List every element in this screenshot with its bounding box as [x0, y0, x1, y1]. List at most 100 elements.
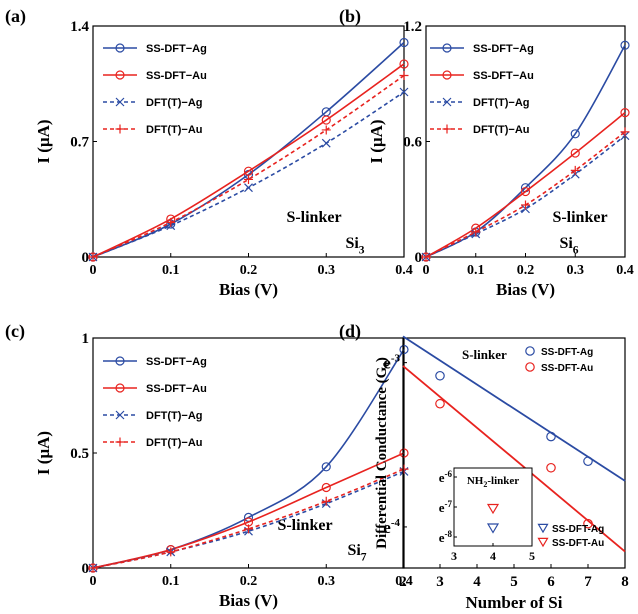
data-point — [321, 125, 331, 135]
panel-label: (a) — [5, 6, 26, 27]
y-tick-base: e — [383, 518, 391, 537]
y-tick-label: 1.2 — [403, 19, 422, 35]
data-point — [399, 87, 409, 97]
y-tick-label: 0.6 — [403, 135, 422, 151]
data-point — [399, 464, 409, 474]
x-tick-label: 0.1 — [162, 574, 180, 589]
inset-y-tick-label: e-7 — [439, 499, 453, 515]
x-tick-label: 0 — [423, 263, 430, 278]
legend-marker — [115, 437, 125, 447]
inset-title-subscript: 2 — [483, 480, 487, 489]
legend-label: SS-DFT−Au — [146, 70, 207, 82]
inset-y-tick-label: e-6 — [439, 469, 453, 485]
y-tick-label: e-3 — [383, 353, 400, 373]
series-line — [425, 131, 626, 258]
series-line — [92, 63, 405, 258]
linker-annotation: S-linker — [462, 347, 507, 362]
y-axis-label: I (μA) — [34, 119, 53, 163]
legend-label: SS-DFT−Ag — [146, 43, 207, 55]
inset-legend-label: SS-DFT-Au — [552, 538, 604, 549]
series-line — [92, 452, 405, 569]
x-tick-label: 0.4 — [395, 574, 413, 589]
x-tick-label: 4 — [473, 574, 481, 590]
inset-x-tick-label: 4 — [490, 549, 496, 563]
y-tick-label: 1.4 — [70, 19, 89, 35]
data-point — [399, 448, 409, 458]
inset-data-point — [486, 503, 500, 515]
data-point — [321, 482, 331, 493]
inset-y-tick-exponent: -6 — [445, 469, 453, 479]
data-point — [435, 370, 445, 381]
cluster-label: Si3 — [345, 235, 364, 257]
inset-title-rest: -linker — [487, 475, 519, 487]
data-point — [435, 398, 445, 409]
series-line — [92, 349, 405, 569]
y-tick-label: 0 — [82, 561, 90, 577]
data-point — [620, 40, 630, 50]
x-tick-label: 2 — [399, 574, 407, 590]
cluster-label: Si7 — [347, 542, 366, 564]
legend-marker — [442, 97, 452, 107]
x-tick-label: 0.2 — [240, 263, 258, 278]
data-point — [570, 129, 580, 139]
legend-marker — [115, 43, 125, 53]
y-tick-label: 0 — [82, 250, 90, 266]
x-tick-label: 3 — [436, 574, 444, 590]
legend-label: SS-DFT−Au — [473, 70, 534, 82]
linker-annotation: S-linker — [277, 517, 332, 534]
legend-label: SS-DFT-Ag — [541, 347, 593, 358]
legend-marker — [115, 383, 125, 393]
y-tick-exponent: -3 — [391, 353, 401, 365]
data-point — [521, 200, 530, 210]
data-point — [399, 59, 409, 69]
inset-y-tick-label: e-8 — [439, 529, 453, 545]
x-tick-label: 5 — [510, 574, 518, 590]
inset-x-tick-label: 3 — [451, 549, 457, 563]
panel-label: (b) — [339, 6, 361, 27]
x-tick-label: 0.2 — [517, 263, 535, 278]
data-point — [321, 496, 331, 506]
inset-y-tick-exponent: -7 — [445, 499, 453, 509]
data-point — [321, 138, 331, 148]
legend-marker — [115, 70, 125, 80]
cluster-label-subscript: 7 — [361, 552, 367, 564]
data-point — [520, 186, 531, 197]
legend-marker — [442, 124, 452, 134]
linker-annotation: S-linker — [552, 209, 607, 226]
x-tick-label: 7 — [584, 574, 592, 590]
legend-label: DFT(T)−Au — [146, 124, 203, 136]
inset-title: NH2-linker — [467, 475, 519, 489]
data-point — [244, 183, 253, 193]
y-tick-label: 1 — [82, 331, 90, 347]
legend-marker — [525, 362, 535, 372]
inset-title-base: NH — [467, 475, 484, 487]
series-line — [92, 468, 405, 569]
data-point — [244, 524, 253, 534]
series-line — [92, 41, 405, 258]
data-point — [321, 115, 331, 125]
cluster-label-subscript: 3 — [359, 245, 365, 257]
data-point — [471, 227, 481, 237]
y-tick-base: e — [383, 354, 391, 373]
panel-a: 0 0.1 0.2 0.3 0.4 0 0.7 1.4 Bias (V) I (μA) (a) S-l… — [5, 6, 413, 299]
x-tick-label: 0.3 — [318, 263, 336, 278]
legend-marker — [115, 97, 125, 107]
legend-label: DFT(T)−Ag — [146, 410, 203, 422]
legend-marker — [442, 43, 452, 53]
x-tick-label: 0.4 — [395, 263, 413, 278]
x-tick-label: 0.4 — [616, 263, 634, 278]
y-tick-label: 0.5 — [70, 446, 89, 462]
y-tick-label: 0 — [415, 250, 423, 266]
x-axis-label: Bias (V) — [219, 280, 278, 299]
panel-label: (c) — [5, 321, 25, 342]
inset-y-tick-base: e — [439, 500, 445, 515]
legend-label: DFT(T)−Au — [146, 437, 203, 449]
data-point — [620, 108, 630, 118]
y-tick-exponent: -4 — [391, 517, 401, 529]
legend-marker — [115, 124, 125, 134]
data-point — [620, 127, 630, 137]
inset-legend-label: SS-DFT-Ag — [552, 524, 604, 535]
cluster-label: Si6 — [559, 235, 578, 257]
data-point — [570, 148, 580, 158]
inset-y-tick-base: e — [439, 530, 445, 545]
